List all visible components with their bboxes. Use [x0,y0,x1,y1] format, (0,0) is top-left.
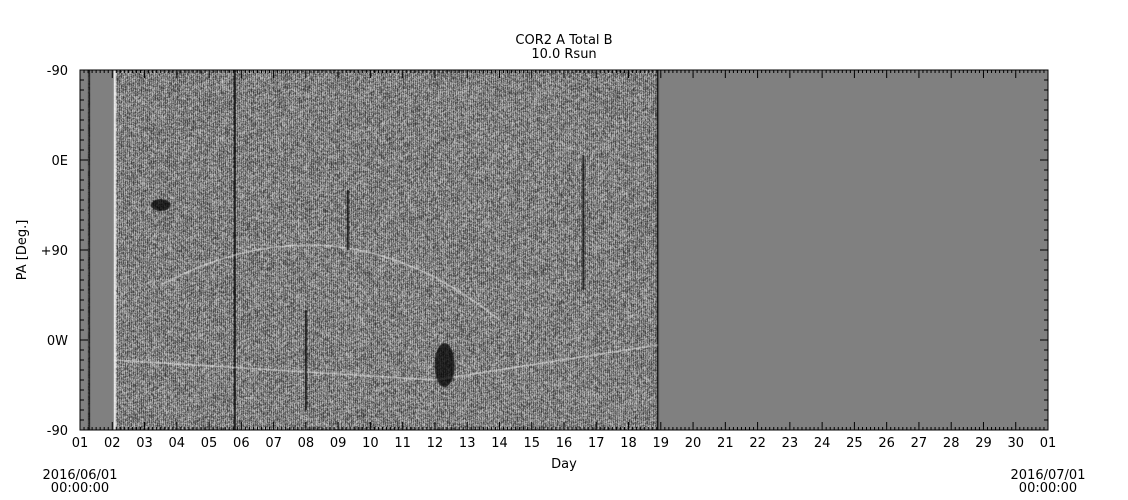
y-tick-label: -90 [47,424,68,439]
x-tick-label: 01 [72,436,89,451]
x-tick-label: 26 [878,436,895,451]
plot-frame [79,69,1049,431]
x-axis: 01 02 03 04 05 06 07 08 09 10 11 12 13 14 15 16 17 18 19 20… [72,70,1057,451]
x-tick-label: 09 [330,436,347,451]
x-tick-label: 06 [233,436,250,451]
y-tick-label: -90 [47,64,68,79]
x-tick-label: 19 [653,436,670,451]
chart-title: COR2 A Total B [515,33,612,48]
x-tick-label: 16 [556,436,573,451]
x-tick-label: 01 [1040,436,1057,451]
x-tick-label: 07 [265,436,282,451]
x-tick-label: 08 [298,436,315,451]
x-tick-label: 28 [943,436,960,451]
x-tick-label: 14 [491,436,508,451]
x-tick-label: 11 [394,436,411,451]
x-tick-label: 18 [620,436,637,451]
y-axis: -90 0E +90 0W -90 [41,64,1048,439]
x-tick-label: 05 [201,436,218,451]
x-tick-label: 15 [523,436,540,451]
x-tick-label: 10 [362,436,379,451]
x-tick-label: 12 [427,436,444,451]
end-date-label: 2016/07/01 [1011,468,1086,483]
x-tick-label: 13 [459,436,476,451]
start-time-label: 00:00:00 [51,481,109,496]
x-tick-label: 27 [911,436,928,451]
x-tick-label: 23 [782,436,799,451]
x-tick-label: 02 [104,436,121,451]
x-tick-label: 30 [1007,436,1024,451]
chart-subtitle: 10.0 Rsun [531,47,596,62]
x-tick-label: 24 [814,436,831,451]
y-tick-label: +90 [41,244,68,259]
x-axis-label: Day [551,457,577,472]
x-tick-label: 22 [749,436,766,451]
x-tick-label: 04 [169,436,186,451]
x-tick-label: 20 [685,436,702,451]
y-tick-label: 0W [47,334,68,349]
end-time-label: 00:00:00 [1019,481,1077,496]
y-tick-label: 0E [52,154,69,169]
x-tick-label: 29 [975,436,992,451]
x-tick-label: 03 [136,436,153,451]
y-axis-label: PA [Deg.] [15,220,30,281]
x-tick-label: 25 [846,436,863,451]
x-tick-label: 17 [588,436,605,451]
x-tick-label: 21 [717,436,734,451]
jmap-image [80,70,1048,430]
start-date-label: 2016/06/01 [43,468,118,483]
